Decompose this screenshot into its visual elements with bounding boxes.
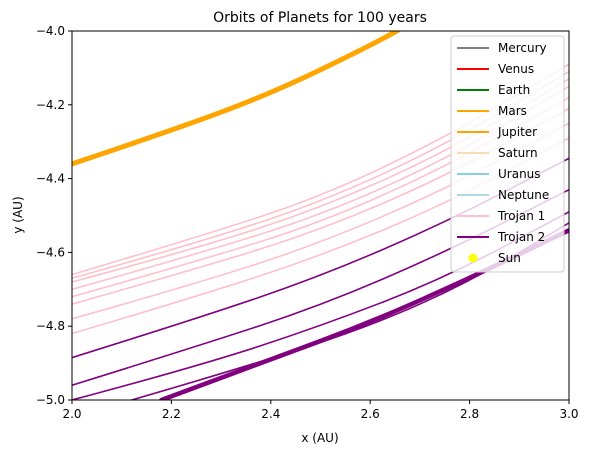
legend-label-trojan-2: Trojan 2 [497,230,545,244]
x-tick-label: 2.4 [261,407,280,421]
legend-label-jupiter: Jupiter [497,125,537,139]
x-axis-label: x (AU) [301,431,338,445]
legend-label-uranus: Uranus [498,167,541,181]
series-line-10 [72,188,569,387]
legend-label-trojan-1: Trojan 1 [497,209,545,223]
legend-label-venus: Venus [498,62,534,76]
y-tick-label: −4.4 [36,172,65,186]
series-line-5 [72,96,569,298]
legend: Mercury Venus Earth Mars Jupiter Saturn Uranus… [450,35,565,273]
series-line-8 [72,137,569,335]
legend-box [450,35,565,273]
legend-items: Mercury Venus Earth Mars Jupiter Saturn Uranus… [457,41,549,265]
series-line-3 [72,78,569,283]
series-line-2 [72,70,569,280]
x-tick-label: 2.2 [162,407,181,421]
series-line-1 [72,63,569,276]
series-line-4 [72,85,569,291]
y-tick-label: −5.0 [36,393,65,407]
series-line-9 [72,157,569,359]
legend-label-sun: Sun [498,251,521,265]
series-line-0 [72,31,402,167]
chart-title: Orbits of Planets for 100 years [213,10,427,26]
y-tick-label: −4.6 [36,245,65,259]
legend-label-neptune: Neptune [498,188,549,202]
x-tick-label: 3.0 [559,407,578,421]
plot-frame [71,30,570,401]
y-tick-label: −4.8 [36,319,65,333]
series-line-13 [159,228,569,400]
series-layer [72,31,569,400]
legend-label-mars: Mars [498,104,527,118]
series-line-6 [72,107,569,305]
x-tick-label: 2.6 [361,407,380,421]
y-axis-label: y (AU) [11,196,25,233]
legend-label-saturn: Saturn [498,146,538,160]
legend-label-earth: Earth [498,83,530,97]
series-line-7 [72,122,569,320]
y-tick-label: −4.0 [36,24,65,38]
x-tick-label: 2.8 [460,407,479,421]
x-axis-ticks: 2.0 2.2 2.4 2.6 2.8 3.0 [62,400,579,421]
legend-swatch-sun [468,253,478,263]
y-tick-label: −4.2 [36,98,65,112]
x-tick-label: 2.0 [62,407,81,421]
y-axis-ticks: −5.0 −4.8 −4.6 −4.4 −4.2 −4.0 [36,24,72,407]
series-line-11 [72,211,569,400]
legend-label-mercury: Mercury [498,41,547,55]
